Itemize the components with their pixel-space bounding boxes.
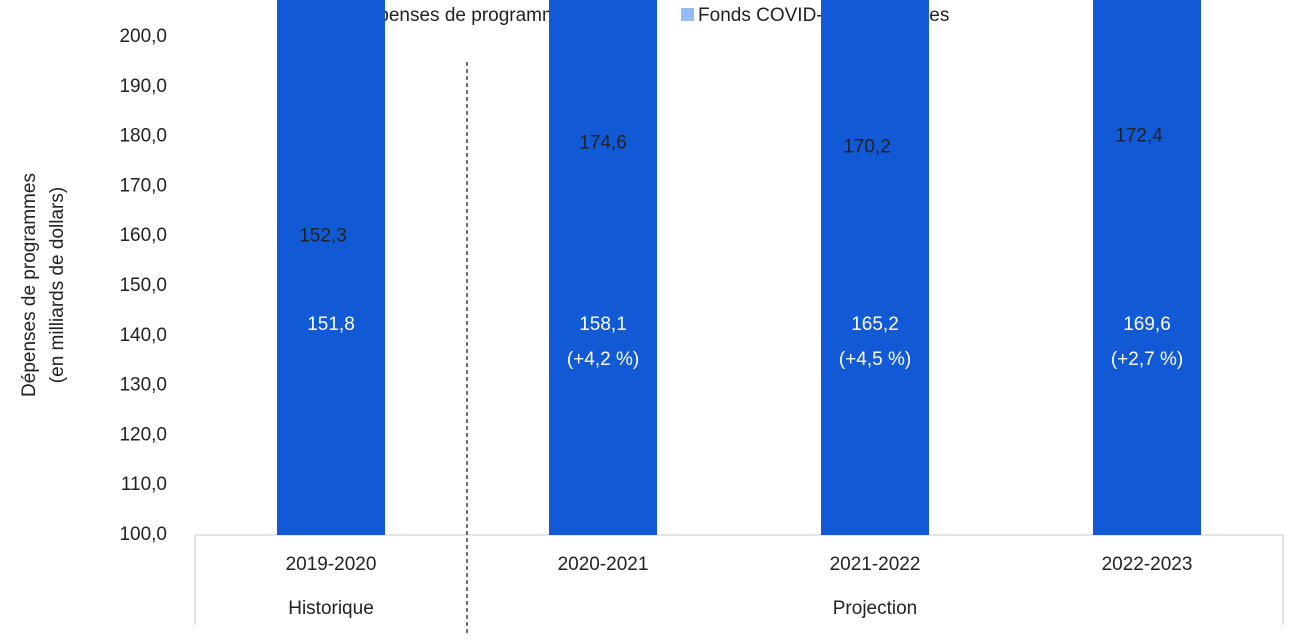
y-tick-label: 190,0	[119, 76, 167, 97]
growth-label: (+4,2 %)	[567, 349, 639, 370]
y-tick-label: 110,0	[121, 474, 167, 495]
y-tick-label: 200,0	[119, 26, 167, 47]
legend-swatch	[681, 8, 695, 21]
y-tick-label: 130,0	[119, 375, 167, 396]
total-label: 172,4	[1115, 125, 1163, 146]
growth-label: (+2,7 %)	[1111, 349, 1183, 370]
total-label: 174,6	[579, 133, 627, 154]
y-tick-label: 170,0	[119, 175, 167, 196]
y-axis-label: Dépenses de programmes	[19, 173, 40, 397]
bar-segment	[277, 0, 385, 535]
y-tick-label: 150,0	[119, 275, 167, 296]
x-tick-label: 2022-2023	[1102, 554, 1193, 575]
total-label: 152,3	[299, 226, 347, 247]
x-tick-label: 2020-2021	[558, 554, 649, 575]
value-label: 165,2	[851, 314, 899, 335]
y-axis-label: (en milliards de dollars)	[47, 187, 68, 383]
bar-segment	[1093, 0, 1201, 536]
value-label: 158,1	[579, 314, 627, 335]
growth-label: (+4,5 %)	[839, 349, 911, 370]
y-tick-label: 120,0	[119, 424, 167, 445]
group-label: Projection	[833, 598, 918, 619]
value-label: 151,8	[307, 314, 355, 335]
value-label: 169,6	[1123, 314, 1171, 335]
y-tick-label: 180,0	[119, 126, 167, 147]
bar-segment	[549, 0, 657, 536]
y-tick-label: 160,0	[119, 225, 167, 246]
bar-segment	[821, 0, 929, 536]
group-label: Historique	[288, 598, 374, 619]
total-label: 170,2	[843, 136, 891, 157]
y-tick-label: 140,0	[119, 325, 167, 346]
y-tick-label: 100,0	[119, 524, 167, 545]
x-tick-label: 2021-2022	[830, 554, 921, 575]
x-tick-label: 2019-2020	[286, 554, 377, 575]
